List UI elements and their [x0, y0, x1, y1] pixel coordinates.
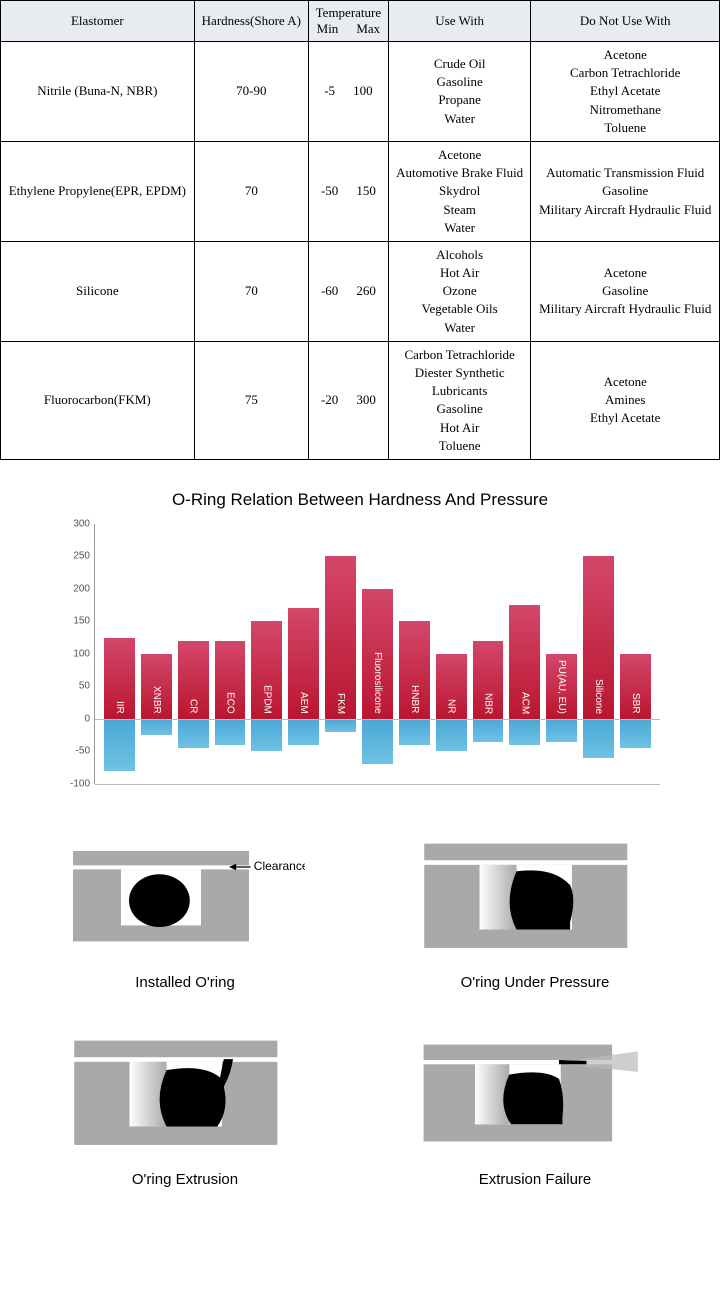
y-axis: -100-50050100150200250300 [60, 524, 94, 784]
th-use: Use With [388, 1, 531, 42]
bar-label: EPDM [261, 685, 272, 714]
diagrams-grid: Clearance gap Installed O'ring O'ring Un… [0, 834, 720, 1218]
diagram-caption: O'ring Under Pressure [390, 974, 680, 991]
bar: Silicone [583, 524, 614, 784]
diagram-cell: O'ring Under Pressure [390, 834, 680, 991]
y-tick: 100 [73, 648, 90, 659]
cell-not: AcetoneGasolineMilitary Aircraft Hydraul… [531, 241, 720, 341]
th-elastomer: Elastomer [1, 1, 195, 42]
bar: ECO [215, 524, 246, 784]
diagram-caption: Extrusion Failure [390, 1171, 680, 1188]
diagram-cell: Clearance gap Installed O'ring [40, 834, 330, 991]
bar-label: IIR [114, 701, 125, 714]
cell-temp: -20300 [308, 341, 388, 459]
bar-label: FKM [335, 693, 346, 714]
cell-not: AcetoneCarbon TetrachlorideEthyl Acetate… [531, 42, 720, 142]
table-row: Fluorocarbon(FKM)75-20300Carbon Tetrachl… [1, 341, 720, 459]
bar: CR [178, 524, 209, 784]
bar-label: Fluorosilicone [372, 652, 383, 714]
diagram-cell: O'ring Extrusion [40, 1031, 330, 1188]
th-temp-max: Max [356, 21, 380, 37]
bar: HNBR [399, 524, 430, 784]
bar-label: HNBR [409, 685, 420, 713]
bar: EPDM [251, 524, 282, 784]
bar-label: ACM [519, 692, 530, 714]
cell-elastomer: Nitrile (Buna-N, NBR) [1, 42, 195, 142]
chart-title: O-Ring Relation Between Hardness And Pre… [0, 490, 720, 510]
bar-label: Silicone [593, 679, 604, 714]
cell-hardness: 70 [194, 241, 308, 341]
diagram-caption: Installed O'ring [40, 974, 330, 991]
cell-use: Carbon TetrachlorideDiester SyntheticLub… [388, 341, 531, 459]
table-row: Nitrile (Buna-N, NBR)70-90-5100Crude Oil… [1, 42, 720, 142]
bar: SBR [620, 524, 651, 784]
cell-hardness: 75 [194, 341, 308, 459]
cell-temp: -5100 [308, 42, 388, 142]
th-temp: Temperature Min Max [308, 1, 388, 42]
chart-area: -100-50050100150200250300 IIRXNBRCRECOEP… [60, 524, 660, 784]
svg-text:Clearance gap: Clearance gap [254, 859, 305, 873]
y-tick: -100 [70, 778, 90, 789]
plot-area: IIR XNBR CR ECO EPDM AEM FKM Fluorosilicone HNBR… [94, 524, 660, 784]
bar: Fluorosilicone [362, 524, 393, 784]
y-tick: 300 [73, 518, 90, 529]
cell-elastomer: Silicone [1, 241, 195, 341]
bar-label: CR [188, 699, 199, 713]
cell-hardness: 70-90 [194, 42, 308, 142]
cell-use: AlcoholsHot AirOzoneVegetable OilsWater [388, 241, 531, 341]
elastomer-table: Elastomer Hardness(Shore A) Temperature … [0, 0, 720, 460]
cell-elastomer: Fluorocarbon(FKM) [1, 341, 195, 459]
bar: IIR [104, 524, 135, 784]
bar: PU(AU, EU) [546, 524, 577, 784]
bar: NR [436, 524, 467, 784]
bar-label: PU(AU, EU) [556, 660, 567, 714]
bar-label: AEM [298, 692, 309, 714]
y-tick: 200 [73, 583, 90, 594]
bar-label: NR [446, 699, 457, 713]
y-tick: 250 [73, 551, 90, 562]
bar: XNBR [141, 524, 172, 784]
cell-use: AcetoneAutomotive Brake FluidSkydrolStea… [388, 141, 531, 241]
table-row: Ethylene Propylene(EPR, EPDM)70-50150Ace… [1, 141, 720, 241]
th-hardness: Hardness(Shore A) [194, 1, 308, 42]
y-tick: 0 [84, 713, 90, 724]
bar-label: XNBR [151, 686, 162, 714]
diagram-caption: O'ring Extrusion [40, 1171, 330, 1188]
cell-use: Crude OilGasolinePropaneWater [388, 42, 531, 142]
cell-hardness: 70 [194, 141, 308, 241]
bar-label: ECO [225, 692, 236, 714]
bar: FKM [325, 524, 356, 784]
cell-not: AcetoneAminesEthyl Acetate [531, 341, 720, 459]
diagram-cell: Extrusion Failure [390, 1031, 680, 1188]
bar: ACM [509, 524, 540, 784]
cell-temp: -60260 [308, 241, 388, 341]
y-tick: 150 [73, 616, 90, 627]
cell-elastomer: Ethylene Propylene(EPR, EPDM) [1, 141, 195, 241]
bar: NBR [473, 524, 504, 784]
cell-temp: -50150 [308, 141, 388, 241]
table-row: Silicone70-60260AlcoholsHot AirOzoneVege… [1, 241, 720, 341]
th-not: Do Not Use With [531, 1, 720, 42]
th-temp-label: Temperature [315, 5, 382, 21]
chart-section: O-Ring Relation Between Hardness And Pre… [0, 490, 720, 784]
bar-label: SBR [630, 693, 641, 714]
bar: AEM [288, 524, 319, 784]
y-tick: 50 [79, 681, 90, 692]
y-tick: -50 [76, 746, 90, 757]
bars-container: IIR XNBR CR ECO EPDM AEM FKM Fluorosilicone HNBR… [95, 524, 660, 784]
cell-not: Automatic Transmission FluidGasolineMili… [531, 141, 720, 241]
bar-label: NBR [483, 693, 494, 714]
th-temp-min: Min [317, 21, 339, 37]
